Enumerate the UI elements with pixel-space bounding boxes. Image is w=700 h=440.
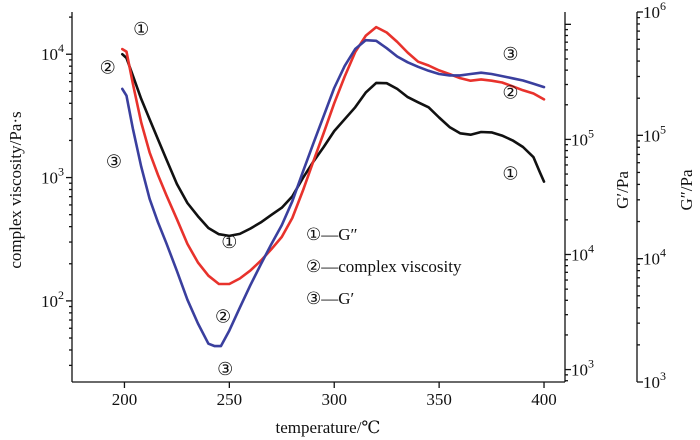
tick-exponent: 3 xyxy=(58,165,64,179)
tick-exponent: 2 xyxy=(58,288,64,302)
y-tick-label: 104 xyxy=(41,41,64,64)
x-axis-ticks: 200 250 300 350 400 xyxy=(112,382,557,409)
series-line-complex-viscosity xyxy=(121,25,546,286)
curve-label: ① xyxy=(221,232,237,252)
tick-exponent: 5 xyxy=(588,126,594,140)
y-tick-label: 104 xyxy=(571,242,594,265)
tick-mantissa: 10 xyxy=(571,246,588,265)
curve-label: ② xyxy=(502,82,518,102)
x-tick-label: 400 xyxy=(531,390,557,409)
legend-entry: ①—G″ xyxy=(306,225,358,244)
x-tick-label: 300 xyxy=(321,390,347,409)
y-right2-axis-title: G″/Pa xyxy=(677,169,696,211)
tick-exponent: 3 xyxy=(660,369,666,383)
y-left-axis-title: complex viscosity/Pa·s xyxy=(6,111,25,268)
curve-label: ③ xyxy=(502,44,518,64)
tick-exponent: 6 xyxy=(660,0,666,13)
tick-mantissa: 10 xyxy=(571,361,588,380)
legend-marker: ③ xyxy=(306,289,321,308)
curve-label: ① xyxy=(502,163,518,183)
legend-marker: ② xyxy=(306,257,321,276)
tick-mantissa: 10 xyxy=(41,45,58,64)
curve-label: ② xyxy=(215,306,231,326)
tick-mantissa: 10 xyxy=(643,373,660,392)
legend-marker: ① xyxy=(306,225,321,244)
tick-mantissa: 10 xyxy=(643,126,660,145)
legend-text: —complex viscosity xyxy=(320,257,462,276)
y-tick-label: 103 xyxy=(571,357,594,380)
curve-label: ③ xyxy=(106,151,122,171)
tick-mantissa: 10 xyxy=(643,3,660,22)
tick-exponent: 4 xyxy=(660,246,666,260)
tick-exponent: 5 xyxy=(660,122,666,136)
x-tick-label: 350 xyxy=(426,390,452,409)
legend: ①—G″ ②—complex viscosity ③—G′ xyxy=(306,225,462,308)
series-layer xyxy=(121,25,546,348)
tick-mantissa: 10 xyxy=(41,169,58,188)
series-line-g-prime xyxy=(121,38,546,348)
y-tick-label: 105 xyxy=(643,122,666,145)
y-tick-label: 106 xyxy=(643,0,666,22)
tick-exponent: 3 xyxy=(588,357,594,371)
y-tick-label: 103 xyxy=(41,165,64,188)
x-tick-label: 250 xyxy=(217,390,243,409)
y-tick-label: 105 xyxy=(571,126,594,149)
tick-exponent: 4 xyxy=(58,41,64,55)
tick-mantissa: 10 xyxy=(571,130,588,149)
curve-label: ② xyxy=(100,58,116,78)
x-tick-label: 200 xyxy=(112,390,138,409)
x-axis-title: temperature/℃ xyxy=(276,418,381,437)
y-tick-label: 102 xyxy=(41,288,64,311)
tick-exponent: 4 xyxy=(588,242,594,256)
legend-text: —G″ xyxy=(320,225,357,244)
tick-mantissa: 10 xyxy=(41,292,58,311)
curve-label: ① xyxy=(133,19,149,39)
plot-frame xyxy=(71,12,638,383)
y-right1-axis-title: G′/Pa xyxy=(613,171,632,209)
y-tick-label: 104 xyxy=(643,246,666,269)
series-line-g-double-prime xyxy=(121,52,546,238)
legend-text: —G′ xyxy=(320,289,354,308)
y-tick-label: 103 xyxy=(643,369,666,392)
tick-mantissa: 10 xyxy=(643,250,660,269)
legend-entry: ③—G′ xyxy=(306,289,354,308)
curve-label: ③ xyxy=(217,359,233,379)
legend-entry: ②—complex viscosity xyxy=(306,257,462,276)
